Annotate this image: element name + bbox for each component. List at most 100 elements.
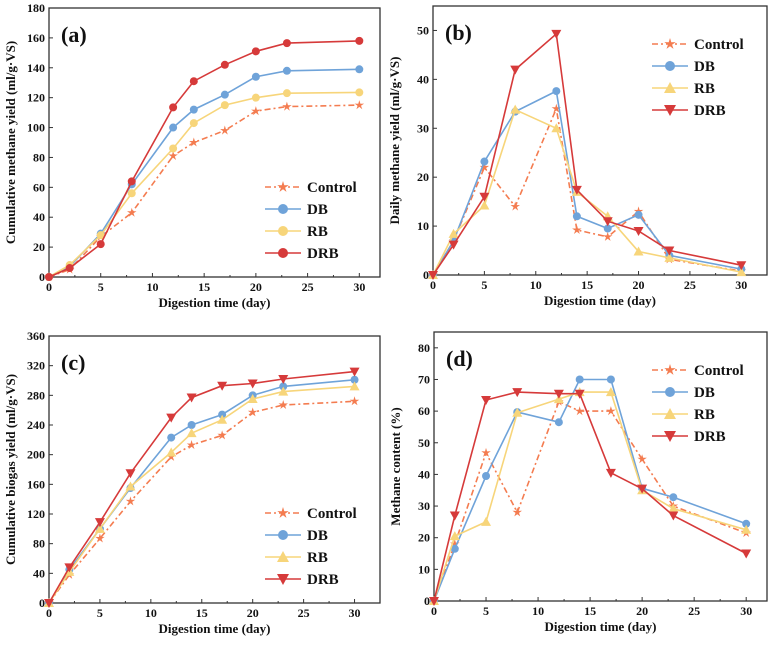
data-point [355,36,364,45]
y-tick-label: 80 [33,537,45,551]
data-point [450,539,460,549]
data-point [429,597,439,606]
chart-panel-c: 0 5 10 15 20 25 30 0 40 80 120 160 200 240 280 320 360 Di… [3,329,381,636]
x-tick-label: 25 [684,278,696,292]
data-point [218,410,227,419]
series-line [48,40,360,278]
legend: Control DB RB DRB [265,506,357,588]
data-point [602,217,613,227]
x-tick-label: 20 [633,278,645,292]
x-tick-label: 15 [196,606,208,620]
data-point [279,382,288,391]
panel-label: (a) [61,22,87,47]
plot-frame [432,5,768,276]
legend-marker [664,431,676,442]
data-point [94,518,105,528]
data-point [450,544,459,553]
data-point [282,66,291,75]
data-point [186,428,197,438]
y-axis-label: Daily methane yield (ml/g·VS) [387,57,402,225]
data-point [186,440,197,450]
data-point [355,88,364,97]
series-rb [428,104,747,279]
series-line [432,89,742,276]
series-drb [429,388,752,606]
y-tick-label: 40 [33,210,45,224]
data-point [572,212,581,221]
x-tick-label: 10 [145,606,157,620]
y-tick-label: 360 [27,329,45,343]
x-tick-label: 0 [430,278,436,292]
legend-marker [664,408,676,419]
y-tick-label: 80 [33,150,45,164]
data-point [448,240,459,250]
legend-label: DRB [307,572,339,588]
x-axis-label: Digestion time (day) [159,621,271,636]
x-tick-label: 30 [349,606,361,620]
data-point [554,418,563,427]
x-tick-label: 15 [584,604,596,618]
data-point [606,406,616,416]
data-point [742,519,751,528]
series-line [48,379,355,604]
series-line [432,108,742,276]
legend-label: RB [694,407,715,423]
x-axis-label: Digestion time (day) [159,295,271,310]
data-point [510,65,521,75]
data-point [168,150,178,160]
data-point [553,389,564,399]
data-point [64,563,75,573]
data-point [633,246,644,256]
data-point [189,137,199,147]
legend-label: DRB [694,103,726,119]
chart-panel-a: 0 5 10 15 20 25 30 0 20 40 60 80 100 120 140 160 180 Dige… [3,1,381,310]
data-point [572,225,582,234]
plot-frame [48,335,381,604]
y-tick-label: 70 [418,372,430,386]
x-tick-label: 10 [530,278,542,292]
data-point [481,396,492,406]
legend-marker [665,387,675,397]
series-line [48,91,360,278]
y-tick-label: 50 [417,23,429,37]
data-point [480,157,489,166]
data-point [125,496,136,506]
y-tick-label: 100 [27,121,45,135]
data-point [44,599,54,608]
y-tick-label: 10 [417,219,429,233]
series-rb [44,381,360,607]
data-point [251,72,260,81]
data-point [127,189,136,198]
series-line [433,391,747,602]
data-point [479,200,490,210]
data-point [278,386,289,396]
data-point [247,394,258,404]
data-point [448,228,459,238]
data-point [669,493,678,502]
data-point [605,468,616,478]
data-point [127,177,136,186]
data-point [167,433,176,442]
legend-label: DB [694,59,715,75]
data-point [220,60,229,69]
y-tick-label: 320 [27,359,45,373]
data-point [603,224,612,233]
data-point [449,511,460,521]
data-point [125,481,136,491]
x-tick-label: 20 [250,280,262,294]
data-point [45,273,53,281]
data-point [574,389,585,399]
data-point [251,47,260,56]
data-point [166,413,177,423]
x-axis-label: Digestion time (day) [545,619,657,634]
data-point [187,421,196,429]
y-tick-label: 280 [27,388,45,402]
data-point [551,29,562,39]
legend-marker [664,82,676,93]
data-point [166,447,177,457]
series-line [433,400,747,602]
data-point [278,400,288,409]
data-point [189,77,198,86]
legend-marker [278,204,288,214]
data-point [512,388,523,398]
